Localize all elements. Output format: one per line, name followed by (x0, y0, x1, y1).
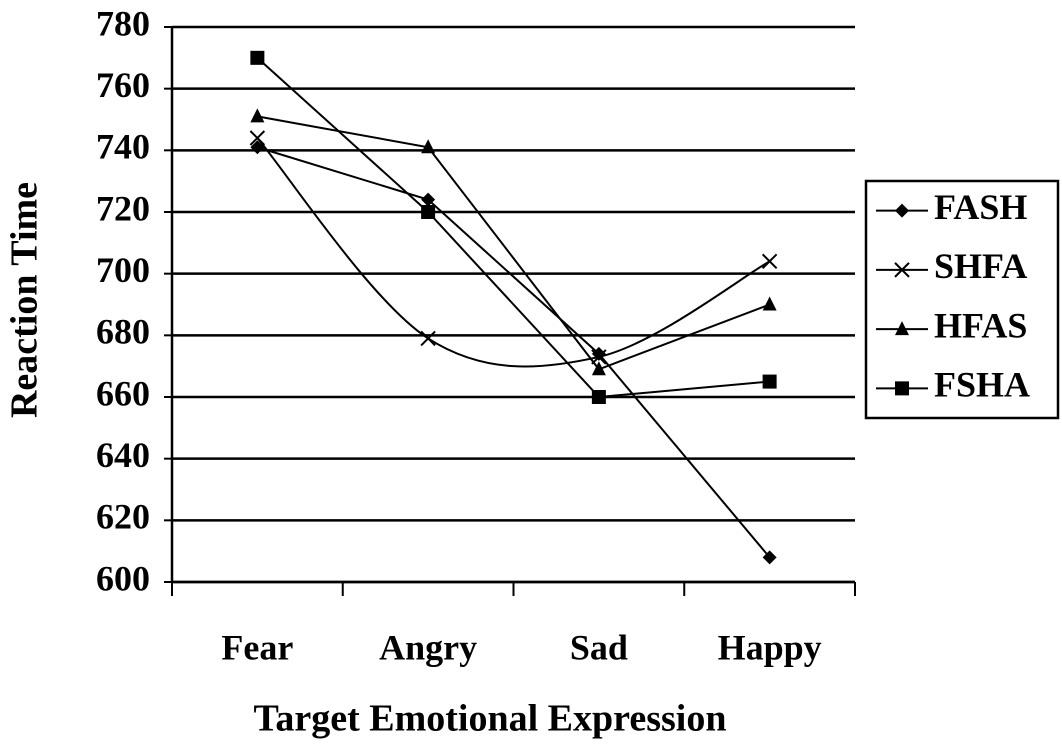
y-tick-label: 680 (96, 312, 150, 352)
data-point (762, 296, 777, 311)
y-tick-label: 780 (96, 3, 150, 43)
y-tick-label: 760 (96, 65, 150, 105)
legend-marker (894, 262, 910, 278)
series-line (257, 146, 771, 558)
x-axis-title: Target Emotional Expression (254, 698, 727, 740)
legend-label: SHFA (934, 246, 1027, 286)
data-point (762, 374, 777, 389)
data-point (420, 330, 436, 347)
data-point (591, 390, 606, 404)
y-tick-label: 620 (96, 497, 150, 537)
legend-label: FSHA (934, 365, 1030, 405)
y-tick-label: 600 (96, 558, 150, 598)
data-point (591, 361, 606, 376)
y-axis-title: Reaction Time (4, 182, 46, 418)
data-point (250, 50, 265, 65)
y-tick-label: 700 (96, 250, 150, 290)
data-point (762, 550, 777, 565)
legend-label: HFAS (934, 305, 1027, 345)
data-point (761, 253, 778, 270)
series-line (256, 57, 770, 399)
y-tick-label: 740 (96, 127, 150, 167)
data-point (421, 139, 436, 154)
data-point (421, 192, 436, 207)
data-point (250, 108, 265, 123)
y-tick-label: 640 (96, 435, 150, 475)
data-point (421, 205, 436, 219)
legend-box (864, 179, 1060, 420)
legend-marker (895, 381, 909, 396)
series-line (257, 115, 770, 371)
legend-marker (895, 321, 909, 336)
y-tick-label: 720 (96, 188, 150, 228)
legend-marker (895, 203, 909, 218)
data-point (249, 130, 266, 146)
legend-label: FASH (934, 187, 1027, 227)
series-line (256, 137, 771, 368)
x-tick-label: Happy (718, 627, 822, 667)
x-tick-label: Sad (570, 627, 628, 667)
x-tick-label: Fear (221, 627, 293, 667)
x-tick-label: Angry (379, 627, 477, 667)
y-tick-label: 660 (96, 373, 150, 413)
